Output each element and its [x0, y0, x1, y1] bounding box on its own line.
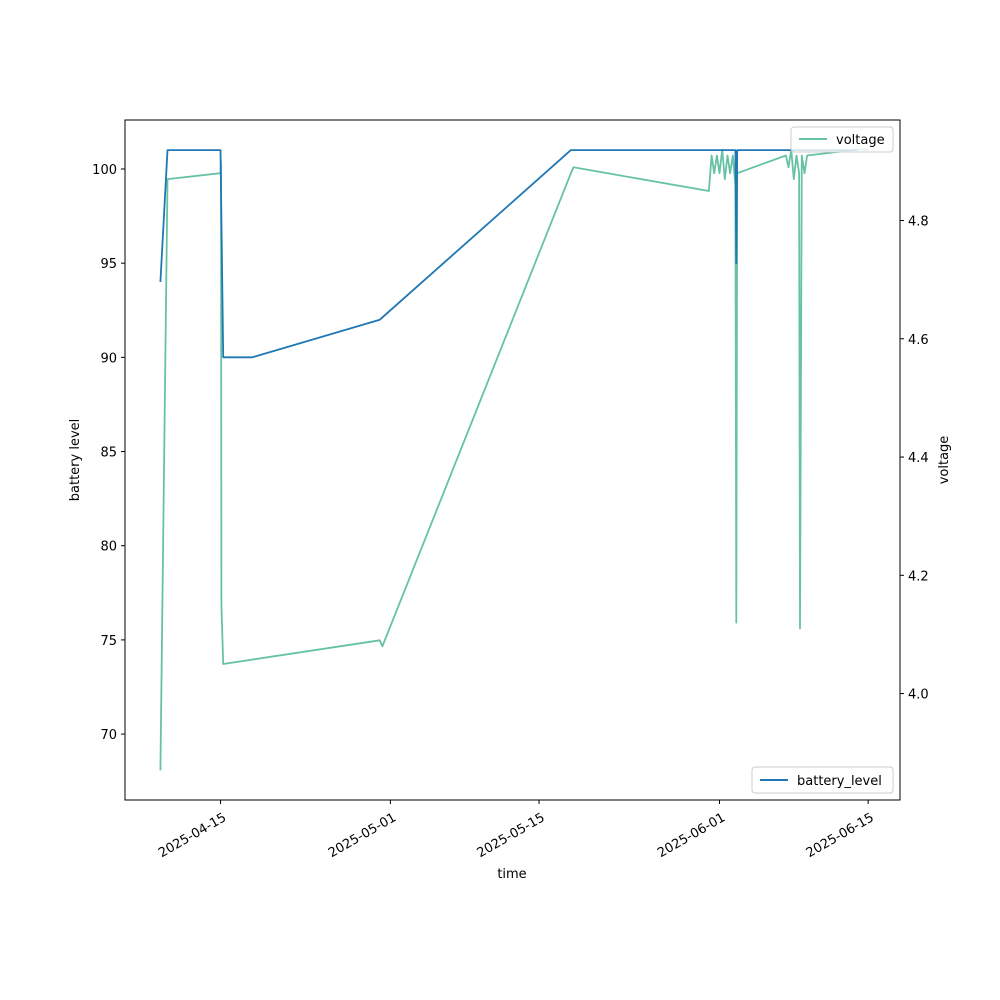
- x-axis-tick-label: 2025-06-01: [655, 810, 728, 861]
- right-axis-tick-label: 4.6: [908, 333, 929, 348]
- legend-voltage-box: [790, 126, 894, 153]
- left-axis-tick-label: 100: [92, 163, 117, 178]
- right-axis-tick-label: 4.4: [908, 451, 929, 466]
- legend-battery-level: battery_level: [751, 766, 894, 794]
- series-line-battery-level: [159, 149, 858, 359]
- left-axis-title: battery level: [68, 419, 83, 502]
- right-axis-tick-label: 4.8: [908, 215, 929, 230]
- x-axis-tick-label: 2025-05-15: [475, 810, 548, 861]
- x-axis-tick-label: 2025-05-01: [326, 810, 399, 861]
- legend-voltage-label: voltage: [836, 133, 885, 148]
- series-layer: [159, 148, 869, 771]
- left-axis-tick-label: 80: [100, 540, 117, 555]
- left-axis-tick-label: 90: [100, 351, 117, 366]
- left-axis-tick-label: 70: [100, 728, 117, 743]
- legend-voltage: voltage: [790, 126, 894, 153]
- x-axis-title: time: [497, 867, 526, 882]
- ticks-layer: 70 75 80 85 90 95 100 4.0 4.2 4.4 4.6 4.8 2025-04-15…: [92, 163, 929, 861]
- right-axis-tick-label: 4.2: [908, 569, 929, 584]
- x-axis-tick-label: 2025-04-15: [156, 810, 229, 861]
- right-axis-title: voltage: [937, 436, 952, 485]
- x-axis-tick-label: 2025-06-15: [804, 810, 877, 861]
- legend-battery-level-box: [751, 766, 894, 794]
- left-axis-tick-label: 85: [100, 446, 117, 461]
- left-axis-tick-label: 95: [100, 257, 117, 272]
- legend-battery-level-label: battery_level: [797, 774, 882, 789]
- right-axis-tick-label: 4.0: [908, 688, 929, 703]
- series-line-voltage: [159, 148, 869, 771]
- left-axis-tick-label: 75: [100, 634, 117, 649]
- plot-frame: [124, 119, 901, 801]
